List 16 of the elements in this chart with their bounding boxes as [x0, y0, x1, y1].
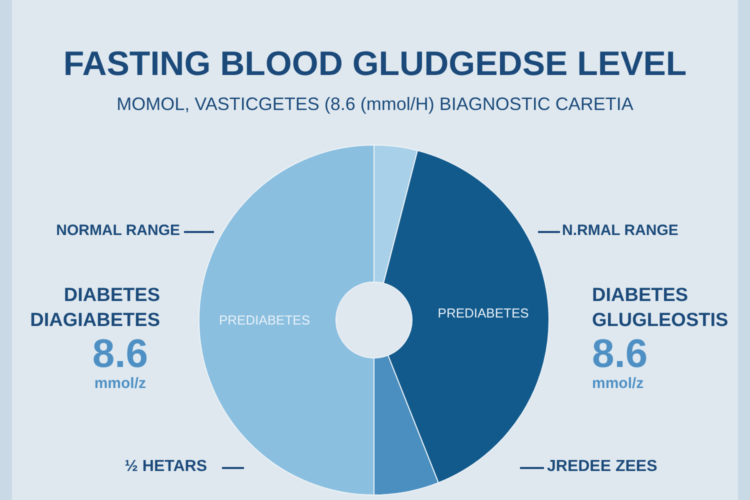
text: NORMAL RANGE — [56, 222, 180, 239]
chart-title: FASTING BLOOD GLUDGEDSE LEVEL — [63, 45, 687, 83]
text: mmol/z — [94, 375, 146, 392]
text: DIABETES — [64, 285, 160, 307]
slice-label: PREDIABETES — [218, 312, 310, 328]
text: N.RMAL RANGE — [562, 222, 678, 239]
chart-subtitle: MOMOL, VASTICGETES (8.6 (mmol/H) BIAGNOSTIC CARETIA — [116, 94, 634, 114]
slice-label: PREDIABETES — [438, 306, 530, 321]
text: 8.6 — [592, 332, 648, 377]
text: JREDEE ZEES — [547, 458, 658, 476]
text: 8.6 — [92, 332, 148, 377]
text: DIABETES — [592, 285, 688, 307]
text: DIAGIABETES — [30, 310, 160, 332]
text: GLUGLEOSTIS — [592, 310, 728, 332]
text: mmol/z — [592, 375, 644, 392]
text: ½ HETARS — [124, 458, 207, 476]
